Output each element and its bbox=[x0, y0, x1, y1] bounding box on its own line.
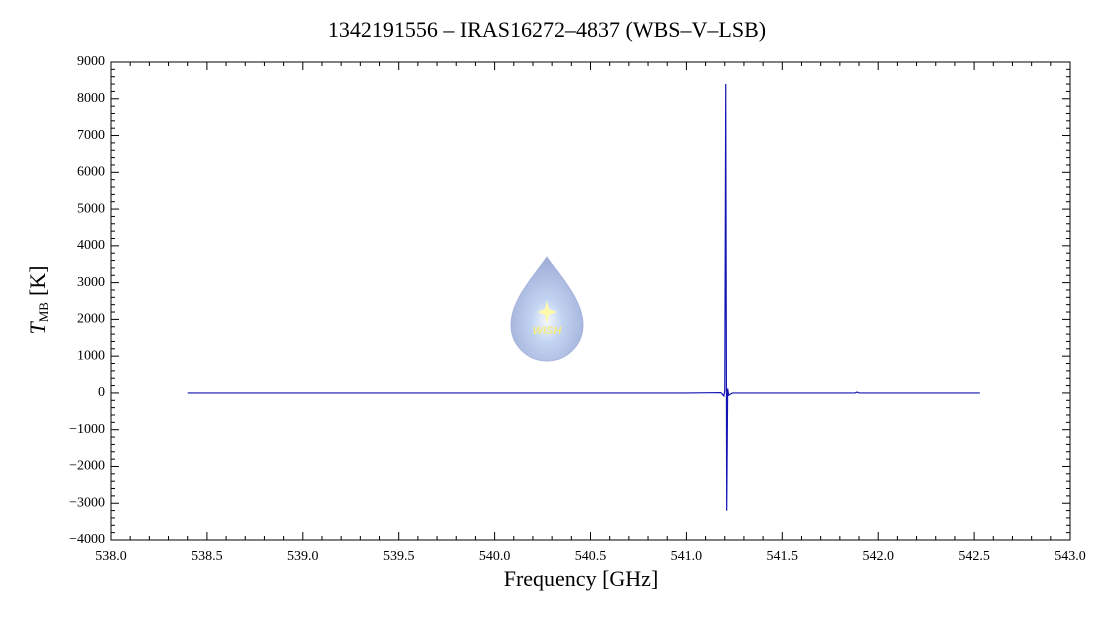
plot-frame bbox=[110, 61, 1071, 541]
x-tick-label: 541.5 bbox=[767, 549, 799, 564]
spectrum-line bbox=[187, 84, 980, 511]
y-tick-label: 7000 bbox=[77, 128, 105, 143]
watermark-text: WISH bbox=[533, 325, 563, 337]
x-tick-label: 539.0 bbox=[287, 549, 319, 564]
x-tick-label: 542.0 bbox=[862, 549, 894, 564]
chart-title: 1342191556 – IRAS16272–4837 (WBS–V–LSB) bbox=[328, 17, 766, 42]
y-tick-label: −4000 bbox=[69, 532, 105, 547]
star bbox=[537, 300, 557, 324]
x-tick-label: 538.0 bbox=[95, 549, 127, 564]
watermark-logo: WISH bbox=[510, 256, 584, 362]
y-label-sub: MB bbox=[36, 302, 51, 323]
y-tick-label: −3000 bbox=[69, 495, 105, 510]
y-tick-label: −1000 bbox=[69, 422, 105, 437]
y-axis-label: TMB [K] bbox=[25, 265, 51, 334]
x-tick-label: 542.5 bbox=[958, 549, 990, 564]
y-tick-label: 1000 bbox=[77, 348, 105, 363]
y-tick-label: 9000 bbox=[77, 54, 105, 69]
y-tick-label: 8000 bbox=[77, 91, 105, 106]
x-tick-label: 539.5 bbox=[383, 549, 415, 564]
x-tick-label: 541.0 bbox=[671, 549, 703, 564]
y-tick-label: 6000 bbox=[77, 165, 105, 180]
y-tick-label: 2000 bbox=[77, 312, 105, 327]
x-tick-label: 538.5 bbox=[191, 549, 223, 564]
y-tick-label: −2000 bbox=[69, 459, 105, 474]
x-axis-label: Frequency [GHz] bbox=[504, 566, 659, 591]
y-tick-label: 5000 bbox=[77, 201, 105, 216]
y-tick-label: 3000 bbox=[77, 275, 105, 290]
x-tick-label: 540.0 bbox=[479, 549, 511, 564]
y-label-main: T bbox=[25, 321, 50, 335]
x-tick-label: 540.5 bbox=[575, 549, 607, 564]
x-tick-label: 543.0 bbox=[1054, 549, 1086, 564]
y-label-unit: [K] bbox=[25, 265, 50, 296]
y-tick-label: 0 bbox=[98, 385, 105, 400]
y-tick-label: 4000 bbox=[77, 238, 105, 253]
